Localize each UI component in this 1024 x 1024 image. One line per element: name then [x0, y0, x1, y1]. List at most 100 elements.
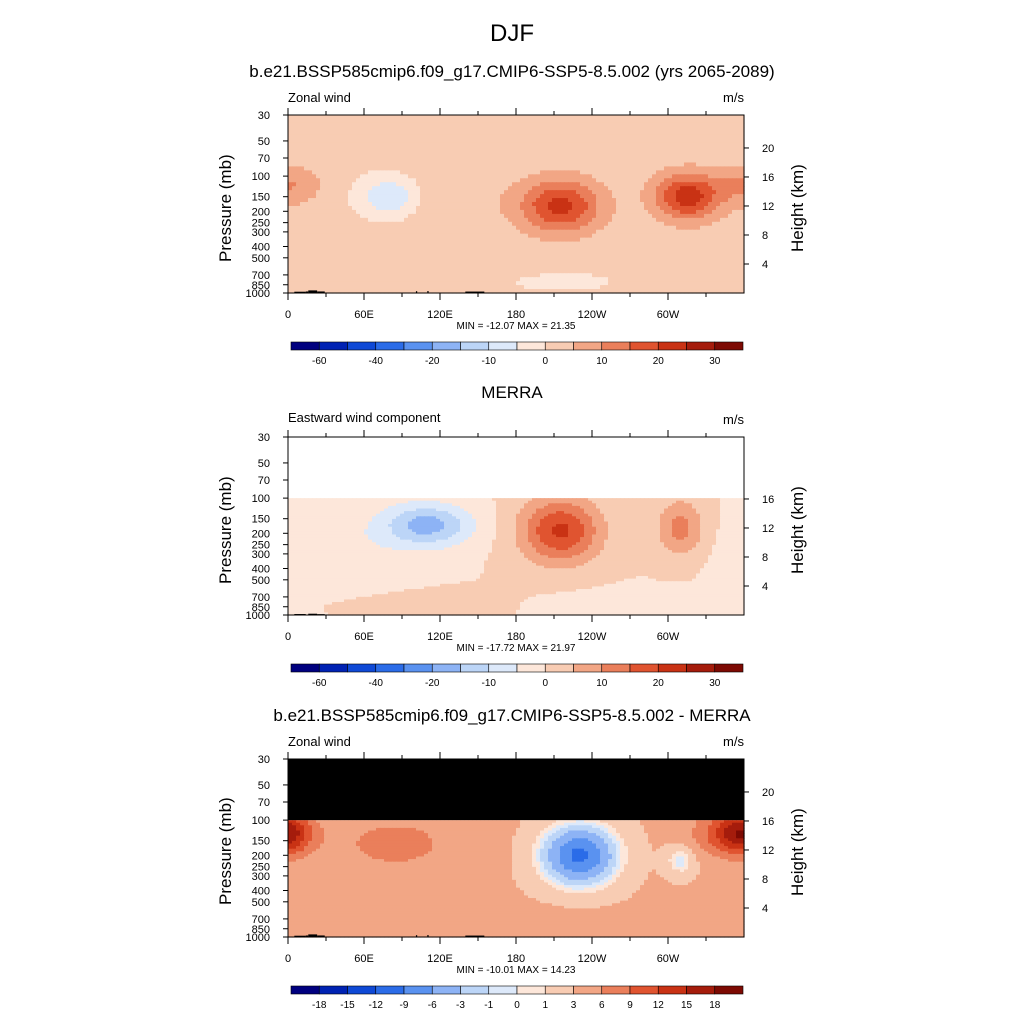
- colorbar-box: [318, 663, 348, 673]
- colorbar-label: -3: [456, 1000, 465, 1011]
- topography: [305, 935, 309, 937]
- panel-2: 0 60E 120E 180 120W 60W3050701001502002503004…: [246, 430, 774, 689]
- colorbar-label: -12: [369, 1000, 384, 1011]
- x-tick-label: 180: [507, 631, 525, 643]
- y-tick-label: 150: [252, 836, 270, 848]
- colorbar-label: -40: [369, 356, 384, 367]
- y-tick-label: 70: [258, 475, 270, 487]
- colorbar-label: 10: [596, 678, 608, 689]
- colorbar-label: -10: [482, 356, 497, 367]
- y-tick-label: 1000: [246, 610, 270, 622]
- height-tick-label: 16: [762, 172, 774, 184]
- y-tick-label: 300: [252, 549, 270, 561]
- colorbar-label: -20: [425, 678, 440, 689]
- panel-2-min-max: MIN = -17.72 MAX = 21.97: [456, 643, 576, 654]
- height-tick-label: 20: [762, 143, 774, 155]
- topography: [415, 935, 418, 937]
- panel-3-units: m/s: [723, 734, 744, 749]
- y-tick-label: 500: [252, 897, 270, 909]
- y-tick-label: 300: [252, 227, 270, 239]
- x-tick-label: 0: [285, 631, 291, 643]
- colorbar-box: [431, 663, 461, 673]
- height-tick-label: 12: [762, 523, 774, 535]
- panel-3: 0 60E 120E 180 120W 60W3050701001502002503004…: [246, 752, 774, 1011]
- panel-2-title: MERRA: [481, 383, 543, 402]
- x-tick-label: 60E: [354, 309, 374, 321]
- x-axis: 0 60E 120E 180 120W 60W: [285, 108, 707, 321]
- colorbar-box: [573, 341, 603, 351]
- topography: [427, 935, 429, 937]
- colorbar-box: [290, 663, 320, 673]
- x-tick-label: 120W: [578, 631, 607, 643]
- y-tick-label: 300: [252, 871, 270, 883]
- panel-3-title: b.e21.BSSP585cmip6.f09_g17.CMIP6-SSP5-8.…: [273, 706, 751, 725]
- height-tick-label: 4: [762, 259, 768, 271]
- y-tick-label: 400: [252, 241, 270, 253]
- y-tick-label: 70: [258, 797, 270, 809]
- masked-region: [288, 759, 744, 821]
- x-tick-label: 120E: [427, 309, 453, 321]
- colorbar-label: 0: [542, 678, 548, 689]
- y-tick-label: 250: [252, 540, 270, 552]
- y-tick-label: 150: [252, 192, 270, 204]
- colorbar-label: -15: [340, 1000, 355, 1011]
- x-tick-label: 60W: [657, 953, 680, 965]
- topography: [308, 613, 318, 615]
- colorbar-box: [544, 985, 574, 995]
- colorbar-label: 12: [653, 1000, 665, 1011]
- contour-field: [288, 498, 745, 616]
- height-tick-label: 16: [762, 494, 774, 506]
- colorbar-box: [686, 663, 716, 673]
- panel-1-units: m/s: [723, 90, 744, 105]
- colorbar-box: [657, 341, 687, 351]
- topography: [294, 935, 306, 937]
- colorbar-box: [290, 341, 320, 351]
- colorbar-label: 20: [653, 678, 665, 689]
- colorbar-label: 9: [627, 1000, 633, 1011]
- colorbar-box: [375, 663, 405, 673]
- colorbar-box: [544, 341, 574, 351]
- x-axis: 0 60E 120E 180 120W 60W: [285, 752, 707, 965]
- x-tick-label: 60W: [657, 309, 680, 321]
- colorbar-box: [403, 663, 433, 673]
- x-tick-label: 120E: [427, 631, 453, 643]
- y-tick-label: 50: [258, 458, 270, 470]
- height-axis: 20 16 12 8 4: [744, 787, 774, 915]
- y-tick-label: 200: [252, 850, 270, 862]
- colorbar-box: [573, 663, 603, 673]
- colorbar-box: [347, 341, 377, 351]
- panel-3-left-string: Zonal wind: [288, 734, 351, 749]
- panel-1-left-string: Zonal wind: [288, 90, 351, 105]
- x-tick-label: 120E: [427, 953, 453, 965]
- y-tick-label: 1000: [246, 932, 270, 944]
- colorbar-label: 0: [542, 356, 548, 367]
- y-tick-label: 850: [252, 602, 270, 614]
- topography: [317, 935, 325, 937]
- colorbar-label: 6: [599, 1000, 605, 1011]
- height-tick-label: 16: [762, 816, 774, 828]
- colorbar-box: [431, 985, 461, 995]
- height-tick-label: 4: [762, 903, 768, 915]
- y-tick-label: 500: [252, 575, 270, 587]
- x-tick-label: 60E: [354, 953, 374, 965]
- colorbar: -60 -40 -20 -10 0 10 20 30: [290, 341, 744, 367]
- colorbar-box: [601, 663, 631, 673]
- colorbar-box: [290, 985, 320, 995]
- colorbar-box: [714, 985, 744, 995]
- colorbar-box: [347, 663, 377, 673]
- colorbar-box: [516, 341, 546, 351]
- y-tick-label: 200: [252, 206, 270, 218]
- height-tick-label: 4: [762, 581, 768, 593]
- topography: [317, 291, 325, 293]
- colorbar-label: -1: [484, 1000, 493, 1011]
- colorbar-box: [460, 985, 490, 995]
- colorbar-box: [375, 341, 405, 351]
- topography: [308, 290, 318, 293]
- colorbar-label: 1: [542, 1000, 548, 1011]
- panel-1: 0 60E 120E 180 120W 60W3050701001502002503004…: [246, 108, 774, 367]
- topography: [415, 291, 418, 293]
- y-tick-label: 50: [258, 780, 270, 792]
- colorbar: -18 -15 -12 -9 -6 -3 -1 0 1 3 6 9 12 15 18: [290, 985, 744, 1011]
